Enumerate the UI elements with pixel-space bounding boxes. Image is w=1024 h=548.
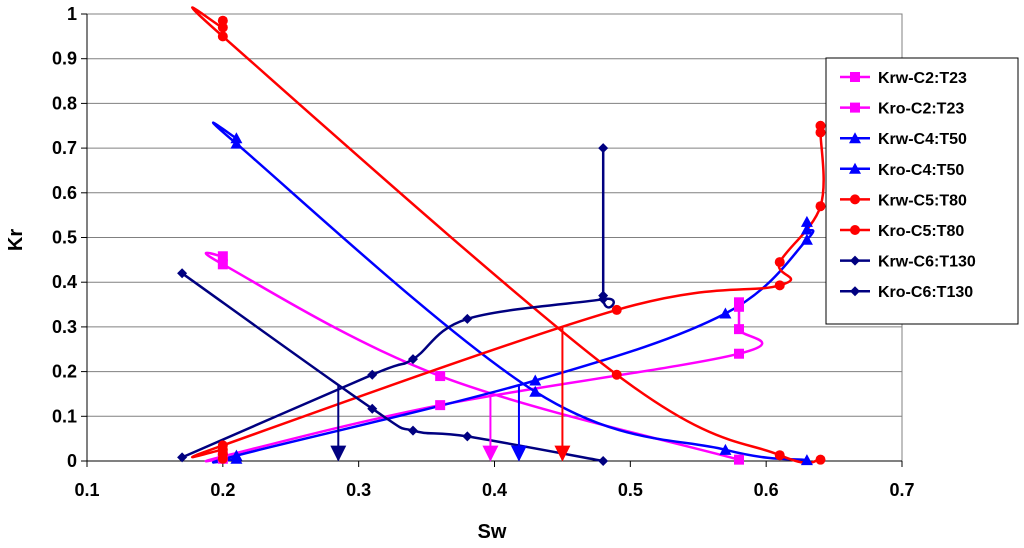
data-point-kro-c5-t80 [815,454,826,465]
data-point-kro-c5-t80 [217,31,228,42]
y-tick-label: 1 [67,4,77,24]
x-tick-label: 0.4 [482,480,507,500]
data-point-krw-c5-t80 [774,280,785,291]
legend-label: Kro-C5:T80 [878,223,964,240]
legend-label: Krw-C6:T130 [878,254,976,271]
data-point-krw-c5-t80 [611,304,622,315]
data-point-krw-c2-t23 [734,348,744,359]
x-tick-label: 0.2 [210,480,235,500]
data-point-kro-c2-t23 [435,371,446,382]
data-point-krw-c4-t50 [719,307,732,319]
y-tick-label: 0.9 [52,49,77,69]
data-point-kro-c4-t50 [230,137,243,149]
y-axis-title: Kr [5,229,27,251]
legend-marker [849,132,861,144]
legend: Krw-C2:T23 Kro-C2:T23 Krw-C4:T50 Kro-C4:T50… [825,57,1019,325]
data-point-kro-c6-t130 [408,425,418,436]
legend-marker [850,225,860,235]
x-tick-label: 0.7 [889,480,914,500]
legend-marker [849,162,861,174]
legend-marker [850,194,860,205]
data-point-kro-c2-t23 [734,454,744,465]
y-tick-label: 0.3 [52,317,77,337]
data-point-kro-c2-t23 [217,259,228,270]
x-axis-title: Sw [478,521,507,543]
data-point-kro-c5-t80 [611,369,622,380]
legend-label: Krw-C4:T50 [878,131,967,148]
legend-label: Kro-C2:T23 [878,101,964,118]
data-point-krw-c4-t50 [800,223,813,235]
data-point-kro-c5-t80 [217,22,228,33]
data-point-krw-c6-t130 [177,452,188,463]
y-tick-label: 0.7 [52,138,77,158]
data-point-kro-c4-t50 [529,385,542,397]
data-point-kro-c4-t50 [800,454,813,466]
series-line-kro-c6-t130 [181,272,604,463]
x-tick-label: 0.6 [754,480,779,500]
legend-label: Kro-C4:T50 [878,162,964,179]
x-tick-label: 0.5 [618,480,643,500]
data-point-krw-c5-t80 [815,201,826,212]
data-point-krw-c2-t23 [734,324,744,335]
x-tick-label: 0.1 [74,480,99,500]
data-point-kro-c5-t80 [774,450,785,461]
y-tick-label: 0.8 [52,93,77,113]
data-point-kro-c6-t130 [462,431,473,442]
y-tick-label: 0.1 [52,406,77,426]
data-point-krw-c6-t130 [462,313,473,324]
annotation-layer [330,326,571,462]
legend-label: Krw-C5:T80 [878,192,967,209]
data-point-kro-c6-t130 [367,403,378,414]
data-point-krw-c4-t50 [230,449,243,461]
legend-marker [850,255,860,266]
data-point-krw-c6-t130 [598,143,609,154]
data-point-krw-c4-t50 [800,233,813,245]
data-point-krw-c2-t23 [435,400,446,411]
legend-label: Krw-C2:T23 [878,70,967,87]
data-point-krw-c5-t80 [217,440,228,451]
data-point-krw-c5-t80 [774,257,785,268]
data-point-krw-c2-t23 [734,297,744,308]
legend-marker [850,286,860,297]
data-point-krw-c6-t130 [408,354,418,365]
data-point-krw-c4-t50 [529,374,542,386]
marker-layer [177,15,826,466]
y-tick-label: 0.2 [52,362,77,382]
y-tick-label: 0 [67,451,77,471]
data-point-krw-c6-t130 [598,290,609,301]
data-point-kro-c6-t130 [598,456,609,466]
data-point-krw-c6-t130 [367,369,378,380]
legend-box [825,57,1019,325]
data-point-kro-c2-t23 [217,251,228,262]
data-point-kro-c6-t130 [177,268,188,279]
legend-marker [850,102,860,113]
data-point-krw-c4-t50 [800,215,813,227]
data-point-kro-c4-t50 [719,443,732,455]
data-point-krw-c5-t80 [815,120,826,131]
legend-marker [850,72,860,82]
y-tick-label: 0.5 [52,228,77,248]
legend-label: Kro-C6:T130 [878,284,973,301]
gridlines [87,58,902,417]
y-tick-label: 0.6 [52,183,77,203]
y-tick-label: 0.4 [52,272,77,292]
x-tick-label: 0.3 [346,480,371,500]
